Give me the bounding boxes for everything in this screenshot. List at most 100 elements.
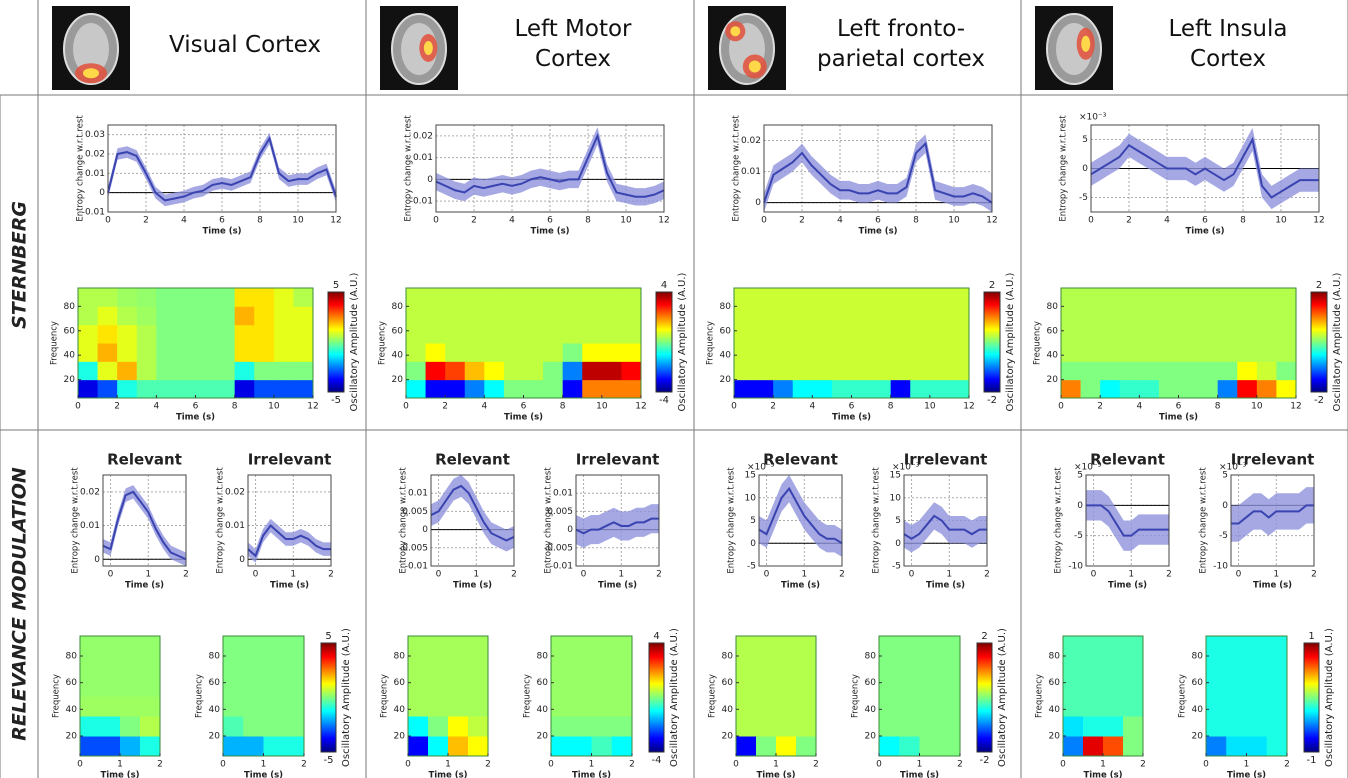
heatmap-cell <box>1100 361 1121 381</box>
heatmap-cell <box>120 676 141 697</box>
x-tick-label: 10 <box>596 402 608 412</box>
heatmap-cell <box>776 736 797 757</box>
heatmap-cell <box>100 636 121 657</box>
heatmap-cell <box>406 288 427 307</box>
colorbar-label: Oscillatory Amplitude (A.U.) <box>349 272 360 411</box>
heatmap-cell <box>215 343 236 362</box>
heatmap-cell <box>1083 656 1104 677</box>
heatmap-cell <box>831 288 852 307</box>
heatmap-cell <box>851 379 872 399</box>
y-tick-label: 0.02 <box>741 136 761 146</box>
heatmap-cell <box>1198 324 1219 344</box>
heatmap-cell <box>136 379 157 399</box>
y-axis-label: Frequency <box>1035 674 1045 718</box>
data-line <box>758 486 843 545</box>
heatmap-cell <box>1217 379 1238 399</box>
heatmap-cell <box>273 379 294 399</box>
heatmap-cell <box>736 656 757 677</box>
heatmap-cell <box>445 361 466 381</box>
heatmap-cell <box>464 343 485 362</box>
y-tick-label: 0.03 <box>85 130 105 140</box>
y-tick-label: 40 <box>537 705 549 715</box>
heatmap-cell <box>503 306 524 326</box>
colorbar-tick-label: -4 <box>652 755 662 766</box>
heatmap-cell <box>1178 288 1199 307</box>
heatmap-cell <box>1103 736 1124 757</box>
heatmap-cell <box>100 656 121 677</box>
x-tick-label: 4 <box>153 402 159 412</box>
y-tick-label: 0 <box>1222 501 1228 511</box>
y-tick-label: 5 <box>1222 471 1228 481</box>
heatmap-cell <box>97 324 118 344</box>
heatmap-cell <box>283 736 305 757</box>
heatmap-cell <box>117 288 138 307</box>
heatmap-cell <box>919 676 941 697</box>
heatmap-cell <box>1063 736 1084 757</box>
data-line <box>575 517 659 535</box>
heatmap-cell <box>871 379 892 399</box>
heatmap-cell <box>736 716 757 737</box>
heatmap-cell <box>756 716 777 737</box>
heatmap-cell <box>1206 636 1227 657</box>
heatmap-cell <box>871 288 892 307</box>
y-tick-label: -10 <box>1213 562 1228 572</box>
heatmap-cell <box>1123 736 1144 757</box>
heatmap-cell <box>551 676 572 697</box>
heatmap-cell <box>899 676 920 697</box>
heatmap-cell <box>611 736 633 757</box>
heatmap-cell <box>753 361 774 381</box>
heatmap-cell <box>234 361 255 381</box>
x-tick-label: 0 <box>733 760 739 770</box>
heatmap-cell <box>910 288 931 307</box>
heatmap-cell <box>929 361 950 381</box>
heatmap-cell <box>1119 288 1140 307</box>
plot-frame <box>903 474 988 567</box>
y-tick-label: 0.01 <box>553 489 573 499</box>
x-tick-label: 10 <box>948 216 960 226</box>
heatmap-cell <box>543 379 564 399</box>
heatmap-cell <box>428 636 449 657</box>
heatmap-cell <box>812 361 833 381</box>
heatmap-cell <box>1103 636 1124 657</box>
x-tick-label: 8 <box>1240 216 1246 226</box>
y-scale-label: ×10⁻³ <box>1219 463 1247 473</box>
heatmap-cell <box>140 676 161 697</box>
heatmap-cell <box>851 361 872 381</box>
y-tick-label: 40 <box>722 705 734 715</box>
x-tick-label: 10 <box>1251 402 1263 412</box>
heatmap-cell <box>448 636 469 657</box>
heatmap-cell <box>890 288 911 307</box>
heatmap-cell <box>1061 306 1082 326</box>
x-tick-label: 2 <box>1284 760 1290 770</box>
x-tick-label: 0 <box>105 216 111 226</box>
heatmap-cell <box>1206 656 1227 677</box>
colorbar-tick-label: -2 <box>1314 395 1324 406</box>
heatmap-cell <box>1226 696 1247 717</box>
column-title: Left Motor Cortex <box>514 16 632 72</box>
x-axis-label: Time (s) <box>244 771 283 778</box>
x-tick-label: 12 <box>986 216 997 226</box>
x-tick-label: 8 <box>888 402 894 412</box>
heatmap-cell <box>571 676 592 697</box>
heatmap-cell <box>582 306 603 326</box>
heatmap-cell <box>621 343 642 362</box>
heatmap-cell <box>464 324 485 344</box>
colorbar <box>976 642 993 753</box>
y-axis-label: Entropy change w.r.t.rest <box>732 115 742 222</box>
heatmap-cell <box>1100 379 1121 399</box>
heatmap-cell <box>1256 306 1277 326</box>
heatmap-cell <box>408 656 429 677</box>
x-axis-label: Time (s) <box>530 227 569 237</box>
heatmap-cell <box>543 361 564 381</box>
heatmap-cell <box>195 379 216 399</box>
heatmap-cell <box>408 696 429 717</box>
x-tick-label: 1 <box>261 760 267 770</box>
heatmap-cell <box>406 306 427 326</box>
heatmap-cell <box>1100 324 1121 344</box>
x-tick-label: 6 <box>547 216 553 226</box>
heatmap-cell <box>1276 306 1297 326</box>
heatmap-cell <box>448 676 469 697</box>
x-axis-label: Time (s) <box>1159 413 1198 423</box>
heatmap-cell <box>1246 636 1268 657</box>
plot-frame <box>763 124 993 213</box>
